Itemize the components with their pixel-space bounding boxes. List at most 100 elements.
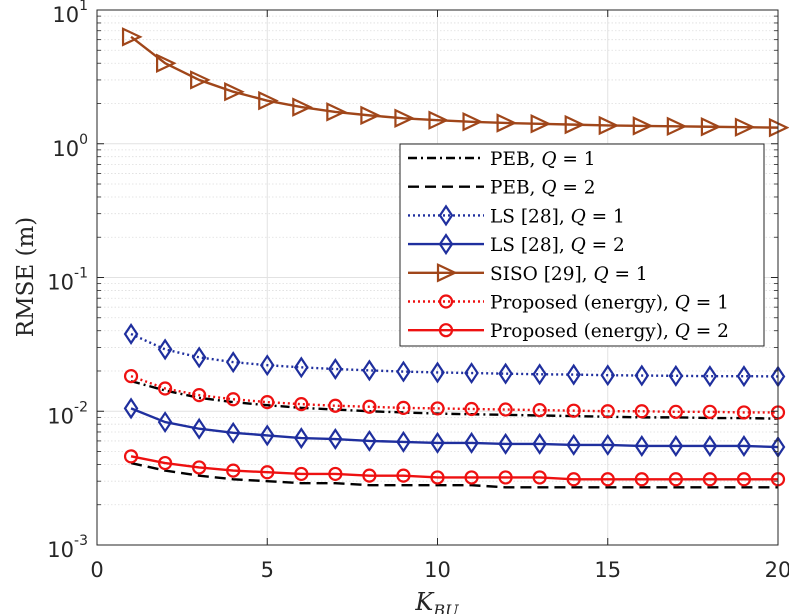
- data-point: [498, 470, 513, 485]
- series-6: [123, 449, 786, 487]
- legend-label: PEB, Q = 2: [490, 178, 596, 199]
- data-point: [293, 427, 309, 450]
- data-point: [668, 364, 684, 387]
- data-point: [564, 114, 586, 135]
- data-point: [734, 117, 756, 137]
- data-point: [700, 117, 722, 137]
- data-point: [632, 116, 654, 136]
- x-tick-label: 20: [765, 558, 789, 582]
- data-point: [600, 472, 615, 487]
- data-point: [328, 428, 343, 451]
- data-point: [634, 364, 650, 387]
- data-point: [123, 449, 139, 464]
- data-point: [428, 110, 450, 130]
- data-point: [396, 468, 411, 483]
- legend-label: Proposed (energy), Q = 1: [490, 293, 729, 314]
- data-point: [191, 346, 207, 369]
- data-point: [566, 433, 582, 456]
- data-point: [158, 381, 173, 396]
- data-point: [362, 468, 377, 483]
- data-point: [634, 404, 649, 419]
- y-tick-label: 10-3: [47, 533, 88, 562]
- data-point: [430, 361, 445, 384]
- data-point: [123, 323, 139, 345]
- series-0: [130, 379, 779, 420]
- data-point: [430, 431, 445, 454]
- data-point: [157, 411, 173, 434]
- axis-ticks: [96, 9, 779, 546]
- data-point: [396, 360, 411, 383]
- data-point: [258, 90, 279, 111]
- data-point: [294, 397, 309, 412]
- legend: PEB, Q = 1 PEB, Q = 2 LS [28], Q = 1 LS [28…: [399, 143, 765, 347]
- data-point: [360, 105, 381, 126]
- x-axis-label-sub: BU: [432, 601, 459, 614]
- legend-marker: [438, 323, 454, 338]
- data-point: [600, 404, 615, 419]
- data-point: [260, 395, 275, 410]
- legend-marker: [438, 204, 454, 227]
- data-point: [123, 397, 139, 420]
- data-point: [464, 401, 479, 417]
- data-point: [600, 433, 616, 456]
- data-point: [668, 472, 683, 487]
- data-point: [328, 358, 343, 380]
- data-point: [668, 434, 684, 457]
- data-point: [226, 463, 241, 478]
- data-point: [396, 400, 411, 415]
- data-point: [498, 362, 513, 385]
- legend-label: PEB, Q = 1: [490, 149, 596, 170]
- data-point: [123, 369, 139, 384]
- x-axis-label: KBU: [414, 588, 459, 614]
- y-tick-label: 100: [52, 132, 88, 161]
- legend-marker: [438, 294, 454, 309]
- y-axis-label: RMSE (m): [13, 217, 39, 337]
- data-point: [224, 81, 245, 102]
- data-point: [668, 404, 683, 419]
- data-point: [736, 365, 752, 388]
- legend-label: LS [28], Q = 2: [490, 235, 625, 256]
- data-point: [532, 470, 547, 485]
- data-point: [121, 27, 143, 47]
- data-point: [396, 430, 411, 453]
- data-point: [498, 432, 513, 455]
- data-point: [328, 466, 343, 482]
- y-tick-labels: 101 100 10-1 10-2 10-3: [47, 0, 88, 562]
- data-point: [666, 116, 688, 137]
- y-tick-label: 10-2: [47, 399, 88, 428]
- data-point: [702, 365, 718, 388]
- data-point: [328, 398, 343, 413]
- data-point: [462, 112, 484, 132]
- data-point: [292, 97, 313, 117]
- data-point: [634, 434, 650, 457]
- data-point: [736, 434, 752, 457]
- data-point: [532, 402, 547, 418]
- data-point: [293, 356, 309, 379]
- series-4: [121, 27, 789, 138]
- data-point: [259, 354, 275, 377]
- x-tick-label: 0: [90, 558, 103, 582]
- data-point: [634, 472, 649, 487]
- data-point: [190, 70, 211, 90]
- x-tick-label: 15: [594, 558, 621, 582]
- data-point: [394, 108, 416, 129]
- data-point: [464, 470, 479, 485]
- data-point: [430, 470, 445, 485]
- data-point: [598, 115, 620, 136]
- data-point: [191, 417, 207, 440]
- legend-label: SISO [29], Q = 1: [490, 264, 648, 285]
- data-point: [566, 363, 582, 386]
- x-tick-labels: 0 5 10 15 20: [90, 558, 789, 582]
- data-point: [326, 102, 347, 122]
- data-point: [702, 472, 718, 487]
- data-point: [225, 421, 241, 444]
- legend-marker: [436, 263, 458, 283]
- data-point: [736, 405, 752, 420]
- data-point: [530, 114, 552, 134]
- data-point: [260, 465, 275, 480]
- data-point: [294, 466, 309, 482]
- data-point: [702, 434, 718, 457]
- y-tick-label: 10-1: [47, 266, 88, 295]
- data-point: [566, 403, 581, 418]
